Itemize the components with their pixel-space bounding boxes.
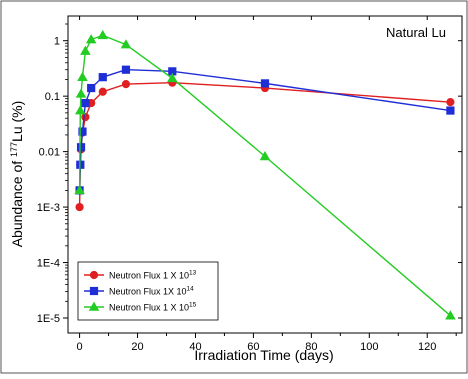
data-point (87, 83, 96, 93)
data-point (98, 73, 107, 82)
axis-layer: 0 20 40 60 80 100 120 1 0.1 0.01 1E-3 1E-4 1E-5 (37, 16, 462, 353)
legend-label: Neutron Flux 1X 1014 (109, 286, 194, 297)
series-layer (74, 29, 456, 320)
data-point (75, 88, 87, 98)
data-point (77, 71, 88, 81)
y-axis-label-suffix: Lu (%) (9, 101, 25, 142)
data-point (75, 105, 86, 115)
series-square (75, 65, 455, 195)
y-tick-label: 1E-5 (37, 313, 60, 325)
y-axis-label: Abundance of 177Lu (%) (9, 101, 25, 248)
data-point (85, 34, 97, 44)
legend-marker (88, 301, 100, 311)
y-axis-label-superscript: 177 (9, 142, 19, 157)
data-point (97, 29, 109, 40)
legend-label-text: Neutron Flux 1 X 10 (109, 271, 189, 281)
legend-box (77, 261, 219, 321)
data-point (260, 79, 270, 88)
x-tick-label: 100 (360, 341, 378, 353)
legend-entry: Neutron Flux 1X 1014 (84, 286, 194, 297)
x-tick-label: 60 (247, 341, 259, 353)
x-axis-label: Irradiation Time (days) (194, 347, 333, 363)
x-tick-label: 20 (131, 341, 143, 353)
x-tick-label: 0 (77, 341, 83, 353)
y-tick-label: 0.01 (39, 147, 60, 159)
data-point (446, 106, 455, 115)
y-axis-label-prefix: Abundance of (9, 157, 25, 247)
data-point (81, 98, 90, 108)
data-point (259, 150, 271, 161)
data-point (121, 65, 131, 74)
x-tick-label: 40 (189, 341, 201, 353)
x-tick-label: 80 (305, 341, 317, 353)
x-tick-label: 120 (418, 341, 436, 353)
legend-label: Neutron Flux 1 X 1015 (109, 302, 197, 313)
legend-label-text: Neutron Flux 1 X 10 (109, 303, 189, 313)
chart-annotation: Natural Lu (386, 25, 446, 40)
data-point (81, 112, 90, 122)
legend-label-text: Neutron Flux 1X 10 (109, 287, 187, 297)
data-point (78, 127, 87, 136)
data-point (74, 184, 85, 195)
legend-label-exponent: 13 (189, 270, 197, 277)
legend-label: Neutron Flux 1 X 1013 (109, 270, 197, 281)
data-point (98, 87, 107, 96)
legend-entry: Neutron Flux 1 X 1015 (84, 302, 197, 313)
data-point (121, 79, 131, 89)
data-point (75, 202, 84, 212)
data-point (167, 72, 178, 83)
y-tick-label: 0.1 (45, 91, 60, 103)
legend-marker (89, 286, 99, 296)
y-tick-label: 1 (54, 36, 60, 48)
data-point (76, 143, 86, 152)
legend-label-exponent: 15 (189, 302, 197, 309)
data-point (446, 98, 455, 107)
y-tick-label: 1E-3 (37, 202, 60, 214)
legend-entry: Neutron Flux 1 X 1013 (84, 270, 197, 281)
y-tick-label: 1E-4 (37, 258, 60, 270)
legend-label-exponent: 14 (187, 286, 195, 293)
data-point (120, 39, 132, 49)
data-point (80, 45, 91, 55)
data-point (445, 310, 456, 320)
series-triangle (74, 29, 456, 320)
legend-marker (89, 270, 99, 280)
